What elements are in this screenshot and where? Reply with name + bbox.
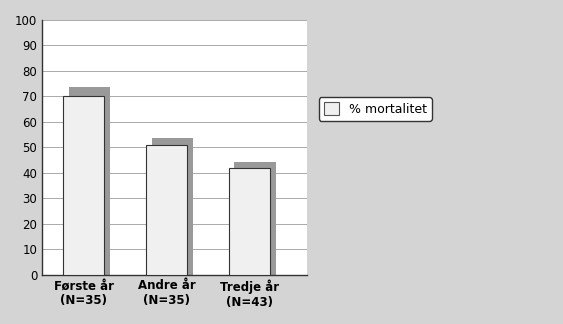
Bar: [146, 145, 187, 274]
Legend: % mortalitet: % mortalitet: [319, 97, 432, 121]
Bar: [229, 168, 270, 274]
Bar: [234, 162, 276, 274]
Bar: [63, 96, 104, 274]
Bar: [151, 138, 193, 274]
Bar: [69, 87, 110, 274]
